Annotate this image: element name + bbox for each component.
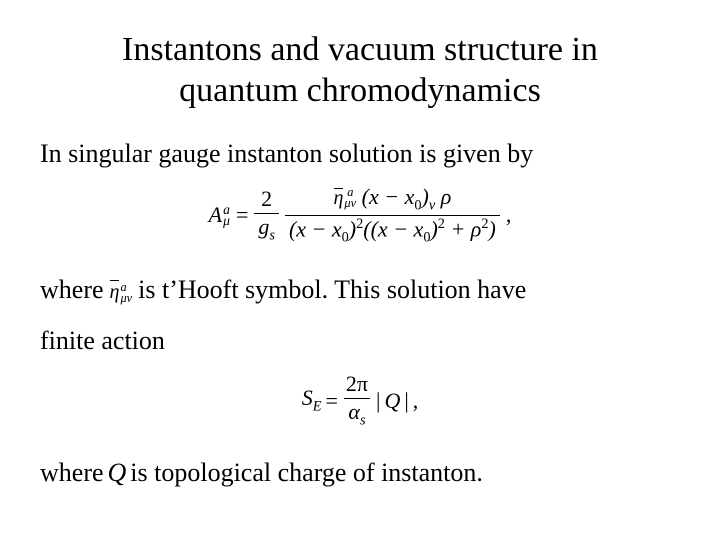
eq1-den-sq-b: 2 — [438, 216, 445, 232]
eq1-main-frac: η a μν (x − x0)ν ρ (x − x0)2((x − x0)2 +… — [285, 185, 500, 247]
eq2-Q: Q — [384, 388, 400, 414]
paragraph-3: where Q is topological charge of instant… — [40, 455, 483, 490]
paragraph-2: where η a μν is t’Hooft symbol. This sol… — [40, 272, 526, 307]
eq1-coef-num: 2 — [257, 187, 276, 212]
eq2-comma: , — [413, 388, 419, 414]
eq1-den-close-c: ) — [489, 216, 496, 241]
eq1-x0-sub: 0 — [414, 197, 421, 213]
eq2-abs-r: | — [404, 388, 408, 414]
eq1-eta-sub: μν — [344, 198, 356, 209]
eq2-frac: 2π αs — [342, 372, 372, 428]
p3-rest: is topological charge of instanton. — [130, 455, 483, 490]
eq2-num: 2π — [342, 372, 372, 397]
eq1-comma: , — [506, 202, 512, 228]
eq1-xx0: (x − x — [362, 184, 415, 209]
eq1-den-l: (x − x — [289, 216, 342, 241]
paragraph-1: In singular gauge instanton solution is … — [40, 136, 680, 171]
eq1-coef-frac: 2 gs — [254, 187, 279, 243]
p2-eta: η — [110, 279, 120, 306]
eq1-gs-s: s — [269, 227, 275, 243]
eq2-alpha: α — [348, 399, 360, 424]
eq1-A: A — [209, 202, 222, 228]
eq2-S: SE — [302, 385, 322, 415]
p2-rest: is t’Hooft symbol. This solution have — [138, 272, 526, 307]
eq1-equals: = — [236, 202, 248, 228]
equation-instanton-field: A a μ = 2 gs η — [40, 185, 680, 247]
equation-action: SE = 2π αs |Q|, — [40, 372, 680, 428]
eta-symbol-icon: η a μν — [334, 187, 357, 209]
eq1-plus-rho2: + ρ — [445, 216, 481, 241]
slide: Instantons and vacuum structure in quant… — [0, 0, 720, 518]
eq2-abs-l: | — [376, 388, 380, 414]
eq1-lhs: A a μ — [209, 202, 230, 228]
eq1-eta: η — [334, 187, 344, 209]
eq1-gs-g: g — [258, 214, 269, 239]
title-line-2: quantum chromodynamics — [179, 72, 541, 109]
eta-inline-icon: η a μν — [110, 279, 133, 306]
eq1-den-close-b: ) — [430, 216, 437, 241]
p2-where: where — [40, 272, 104, 307]
paragraph-2b: finite action — [40, 323, 680, 358]
eq1-den-x0a: 0 — [342, 230, 349, 246]
eq1-nu-sub: ν — [429, 197, 435, 213]
p3-where: where — [40, 455, 104, 490]
eq2-equals: = — [326, 388, 338, 414]
eq1-rho-sq: 2 — [481, 216, 488, 232]
eq1-close1: ) — [422, 184, 429, 209]
eq2-S-sub: E — [313, 399, 322, 415]
eq1-A-sub: μ — [223, 215, 230, 227]
p2-eta-sub: μν — [120, 293, 132, 304]
eq2-alpha-s: s — [360, 412, 366, 428]
slide-title: Instantons and vacuum structure in quant… — [40, 30, 680, 112]
eq2-S-letter: S — [302, 385, 313, 410]
eq1-rho: ρ — [441, 184, 452, 209]
p3-Q: Q — [108, 455, 127, 490]
title-line-1: Instantons and vacuum structure in — [122, 31, 598, 68]
eq1-den-mid: ((x − x — [363, 216, 423, 241]
